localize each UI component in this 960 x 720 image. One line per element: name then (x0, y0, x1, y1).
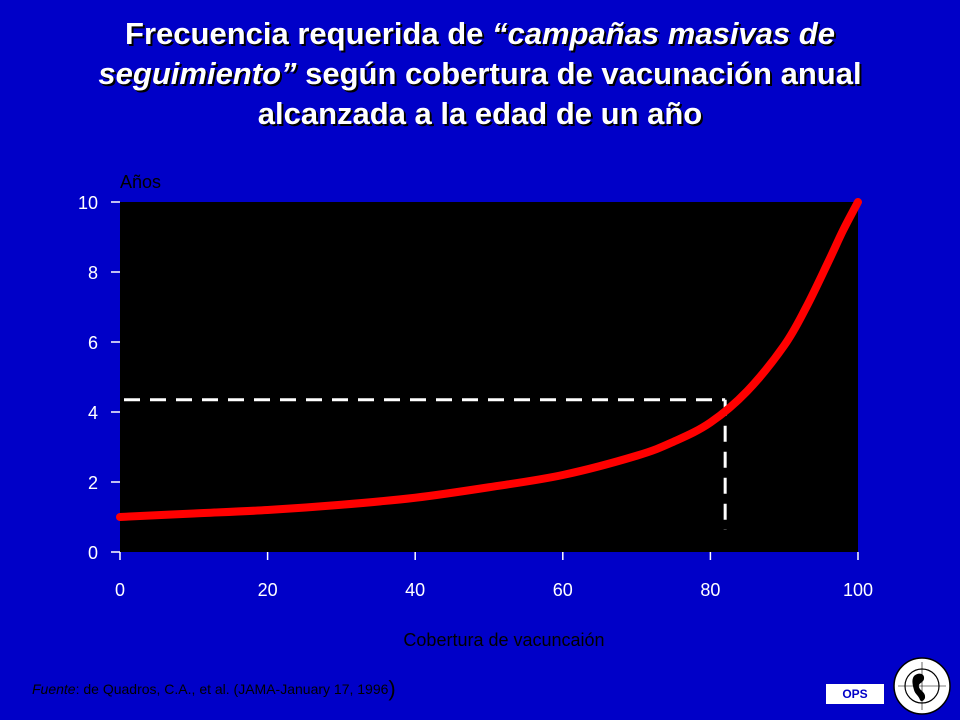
title-text-italic: “campañas masivas de seguimiento” (98, 16, 835, 91)
x-tick-label: 80 (700, 580, 720, 600)
x-tick-label: 40 (405, 580, 425, 600)
footnote-label: Fuente (32, 681, 76, 697)
plot-area (120, 202, 858, 552)
y-axis-label: Años (120, 172, 161, 192)
y-tick-label: 2 (88, 473, 98, 493)
paho-seal-icon (893, 657, 951, 715)
source-footnote: Fuente: de Quadros, C.A., et al. (JAMA-J… (32, 676, 396, 702)
footnote-text: : de Quadros, C.A., et al. (JAMA-January… (75, 681, 389, 697)
footnote-paren: ) (388, 676, 396, 701)
title-text-2: según cobertura de vacunación anual alca… (257, 56, 862, 131)
x-tick-label: 100 (843, 580, 873, 600)
x-tick-label: 20 (258, 580, 278, 600)
x-tick-label: 0 (115, 580, 125, 600)
y-tick-label: 0 (88, 543, 98, 563)
title-text-1: Frecuencia requerida de (125, 16, 493, 51)
x-tick-label: 60 (553, 580, 573, 600)
x-axis-label: Cobertura de vacuncaión (403, 630, 604, 650)
y-tick-label: 6 (88, 333, 98, 353)
y-tick-label: 4 (88, 403, 98, 423)
y-tick-label: 8 (88, 263, 98, 283)
ops-badge: OPS (826, 684, 884, 704)
y-tick-label: 10 (78, 193, 98, 213)
page-title: Frecuencia requerida de “campañas masiva… (40, 14, 920, 134)
series-line (116, 198, 862, 521)
